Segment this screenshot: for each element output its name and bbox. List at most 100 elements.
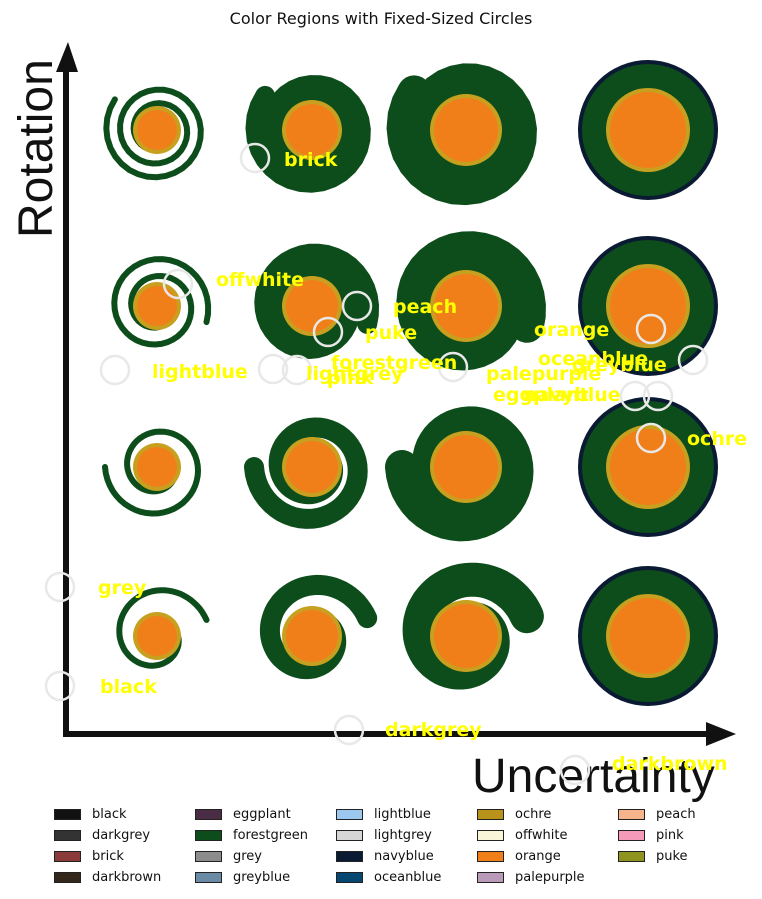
annotation-label: greyblue	[572, 354, 667, 376]
annotation-label: darkbrown	[612, 753, 728, 775]
legend-item: ochre	[477, 804, 551, 824]
legend-item: black	[54, 804, 127, 824]
legend-item: navyblue	[336, 846, 434, 866]
legend-label: oceanblue	[374, 869, 442, 885]
legend-item: darkbrown	[54, 867, 161, 887]
legend-swatch	[54, 850, 81, 862]
spiral-cell	[116, 587, 210, 669]
spiral-core	[286, 104, 338, 156]
legend-item: forestgreen	[195, 825, 308, 845]
legend-item: brick	[54, 846, 124, 866]
spiral-core	[434, 435, 498, 499]
annotation-label: brick	[284, 149, 338, 171]
annotation-label: grey	[98, 577, 147, 599]
spiral-cell	[386, 63, 537, 206]
legend-label: puke	[656, 848, 688, 864]
legend-item: lightgrey	[336, 825, 432, 845]
legend-swatch	[54, 808, 81, 820]
legend-swatch	[477, 850, 504, 862]
spiral-cell	[254, 243, 380, 360]
spiral-core	[137, 447, 177, 487]
annotation-label: peach	[393, 296, 457, 318]
legend-swatch	[195, 829, 222, 841]
axes: Rotation Uncertainty	[10, 42, 736, 803]
legend-swatch	[336, 808, 363, 820]
marker-circle	[162, 268, 194, 300]
spiral-core	[137, 286, 177, 326]
legend-label: lightgrey	[374, 827, 432, 843]
legend-swatch	[618, 829, 645, 841]
spiral-core	[434, 604, 498, 668]
y-axis-label: Rotation	[10, 59, 63, 238]
spiral-cell	[102, 428, 202, 517]
annotation-label: lightblue	[152, 361, 248, 383]
spiral-core	[610, 598, 686, 674]
legend-swatch	[477, 829, 504, 841]
legend-swatch	[477, 871, 504, 883]
marker-circle	[312, 316, 344, 348]
legend-item: oceanblue	[336, 867, 441, 887]
spiral-cell	[396, 231, 546, 371]
spiral-core	[610, 92, 686, 168]
spiral-cell	[259, 574, 378, 680]
annotation-label: black	[100, 676, 157, 698]
legend-item: orange	[477, 846, 561, 866]
legend-item: offwhite	[477, 825, 568, 845]
marker-circle	[99, 354, 131, 386]
annotation-label: oceanblue	[538, 348, 648, 370]
annotation-label: pink	[327, 367, 374, 389]
legend-label: brick	[92, 848, 124, 864]
legend-swatch	[195, 808, 222, 820]
legend-swatch	[618, 850, 645, 862]
legend-label: greyblue	[233, 869, 291, 885]
legend-swatch	[336, 871, 363, 883]
annotation-label: puke	[365, 322, 417, 344]
spiral-cell	[578, 60, 718, 200]
legend-label: navyblue	[374, 848, 434, 864]
color-annotations: brick offwhite peach puke lightblue fore…	[98, 149, 747, 775]
marker-circle	[239, 142, 271, 174]
annotation-label: lightgrey	[306, 363, 404, 385]
spiral-cell	[578, 397, 718, 537]
spiral-core	[434, 274, 498, 338]
legend-label: offwhite	[515, 827, 568, 843]
marker-circle	[642, 380, 674, 412]
annotation-label: eggplant	[493, 384, 589, 406]
annotation-label: palepurple	[486, 363, 601, 385]
spiral-core	[137, 110, 177, 150]
legend-label: orange	[515, 848, 561, 864]
annotation-label: orange	[534, 319, 609, 341]
legend-label: black	[92, 806, 127, 822]
circle-markers	[44, 142, 709, 786]
spiral-core	[137, 616, 177, 656]
legend-label: darkbrown	[92, 869, 162, 885]
annotation-label: darkgrey	[385, 719, 482, 741]
marker-circle	[677, 344, 709, 376]
spiral-cell	[244, 417, 368, 529]
chart-title: Color Regions with Fixed-Sized Circles	[229, 9, 533, 28]
marker-circle	[559, 754, 591, 786]
annotation-label: ochre	[687, 428, 747, 450]
marker-circle	[635, 313, 667, 345]
legend-item: greyblue	[195, 867, 290, 887]
legend-item: puke	[618, 846, 688, 866]
legend-swatch	[477, 808, 504, 820]
legend-label: palepurple	[515, 869, 585, 885]
legend-swatch	[618, 808, 645, 820]
annotation-label: offwhite	[216, 269, 304, 291]
marker-circle	[341, 290, 373, 322]
spiral-cell	[402, 562, 544, 690]
legend-label: darkgrey	[92, 827, 151, 843]
annotation-label: forestgreen	[331, 352, 457, 374]
spiral-cell	[103, 86, 204, 181]
legend-item: lightblue	[336, 804, 431, 824]
marker-circle	[44, 670, 76, 702]
marker-circle	[281, 354, 313, 386]
spiral-cell	[385, 406, 534, 542]
spiral-cell	[578, 566, 718, 706]
spiral-core	[286, 610, 338, 662]
legend-item: pink	[618, 825, 684, 845]
legend-label: eggplant	[233, 806, 291, 822]
legend-label: peach	[656, 806, 696, 822]
legend-swatch	[54, 829, 81, 841]
